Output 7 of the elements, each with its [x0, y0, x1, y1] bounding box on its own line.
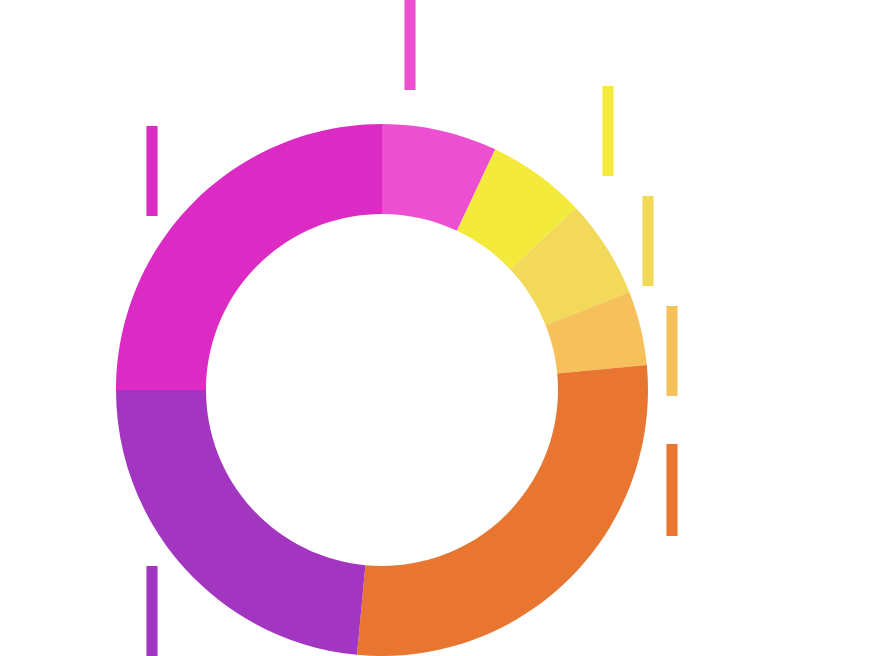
donut-slice [456, 149, 576, 270]
donut-slice [545, 292, 647, 374]
donut-slice [116, 124, 382, 390]
donut-slice [356, 364, 648, 656]
donut-slice [116, 390, 366, 655]
donut-slice [510, 207, 630, 326]
donut-slice [382, 124, 496, 231]
